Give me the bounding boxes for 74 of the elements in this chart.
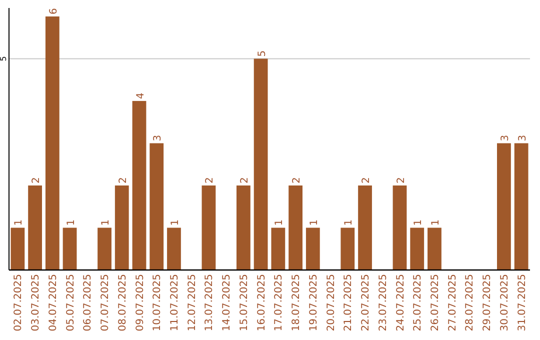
data-label: 1 (170, 219, 181, 226)
x-tick-label: 15.07.2025 (238, 274, 250, 332)
bar (358, 185, 372, 270)
data-label: 1 (430, 219, 442, 226)
data-label: 2 (292, 177, 303, 184)
x-tick-label: 20.07.2025 (326, 274, 337, 332)
x-tick-label: 28.07.2025 (464, 274, 476, 332)
data-label: 2 (396, 177, 407, 184)
data-label: 1 (413, 219, 424, 226)
bar (202, 185, 216, 270)
x-tick-label: 18.07.2025 (291, 274, 302, 332)
data-label: 6 (48, 8, 60, 14)
x-tick-label: 08.07.2025 (117, 274, 128, 332)
x-tick-label: 31.07.2025 (516, 274, 528, 332)
data-label: 3 (517, 134, 528, 142)
bar (62, 228, 77, 270)
x-tick-label: 27.07.2025 (447, 274, 458, 332)
data-label: 3 (152, 134, 164, 142)
bar (410, 228, 424, 270)
bar (98, 228, 112, 270)
bar (28, 185, 42, 270)
x-tick-label: 19.07.2025 (308, 274, 320, 332)
bar (150, 143, 164, 270)
x-tick-label: 25.07.2025 (412, 274, 424, 332)
x-tick-label: 29.07.2025 (482, 274, 494, 332)
x-tick-label: 21.07.2025 (343, 274, 354, 332)
bar (114, 185, 129, 270)
x-tick-label: 17.07.2025 (274, 274, 285, 332)
x-tick-label: 30.07.2025 (499, 274, 510, 332)
bar (306, 228, 320, 270)
x-tick-label: 23.07.2025 (378, 274, 389, 332)
data-label: 2 (204, 177, 216, 184)
data-label: 2 (239, 177, 250, 184)
bar (45, 16, 60, 270)
x-tick-label: 06.07.2025 (82, 274, 94, 332)
bar (10, 228, 25, 270)
x-tick-label: 04.07.2025 (48, 274, 59, 332)
bar (392, 185, 407, 270)
x-tick-label: 03.07.2025 (30, 274, 42, 332)
x-tick-label: 09.07.2025 (134, 274, 146, 332)
x-tick-label: 07.07.2025 (100, 274, 112, 332)
bar (428, 228, 442, 270)
data-label: 1 (274, 219, 286, 226)
data-label: 2 (31, 177, 42, 184)
data-label: 1 (14, 219, 25, 226)
data-label: 1 (308, 219, 320, 226)
bar (514, 143, 528, 270)
bar (288, 185, 302, 270)
x-tick-label: 11.07.2025 (169, 274, 180, 332)
bar (254, 58, 268, 270)
x-tick-label: 12.07.2025 (186, 274, 198, 332)
x-tick-label: 02.07.2025 (13, 274, 24, 332)
x-tick-label: 10.07.2025 (152, 274, 164, 332)
x-tick-label: 26.07.2025 (430, 274, 441, 332)
bar (497, 143, 511, 270)
bar (132, 100, 146, 270)
bar (236, 185, 250, 270)
bar (167, 228, 181, 270)
data-label: 3 (500, 134, 511, 142)
data-label: 1 (100, 219, 112, 226)
data-label: 2 (118, 177, 129, 184)
x-tick-label: 14.07.2025 (222, 274, 233, 332)
data-label: 1 (66, 219, 77, 226)
x-tick-label: 05.07.2025 (65, 274, 76, 332)
data-label: 1 (344, 219, 355, 226)
data-label: 5 (256, 50, 268, 57)
x-tick-label: 13.07.2025 (204, 274, 216, 332)
x-tick-label: 16.07.2025 (256, 274, 268, 332)
data-label: 2 (361, 177, 372, 184)
bar (271, 228, 286, 270)
x-tick-label: 22.07.2025 (360, 274, 372, 332)
data-label: 4 (135, 92, 146, 99)
bar (340, 228, 355, 270)
x-tick-label: 24.07.2025 (395, 274, 406, 332)
